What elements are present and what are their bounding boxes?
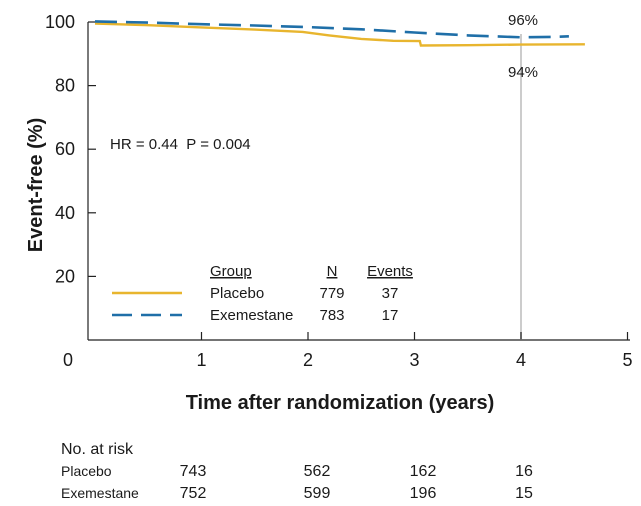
x-tick-label: 0 <box>63 350 73 370</box>
at-risk-value: 16 <box>515 463 533 480</box>
x-axis-label: Time after randomization (years) <box>186 392 495 414</box>
y-ticks: 20 40 60 80 100 <box>45 12 96 286</box>
x-tick-label: 4 <box>516 350 526 370</box>
at-risk-values: 743 562 162 16 752 599 196 15 <box>180 463 533 502</box>
at-risk-value: 599 <box>304 485 331 502</box>
legend-label-exemestane: Exemestane <box>210 307 293 324</box>
legend-label-placebo: Placebo <box>210 285 264 302</box>
y-tick-label: 60 <box>55 139 75 159</box>
at-risk-value: 752 <box>180 485 207 502</box>
hazard-ratio-text: HR = 0.44 P = 0.004 <box>110 136 251 153</box>
legend-n-exemestane: 783 <box>319 307 344 324</box>
exemestane-curve <box>94 20 569 39</box>
y-tick-label: 80 <box>55 76 75 96</box>
x-tick-label: 5 <box>622 350 632 370</box>
legend-header-group: Group <box>210 263 252 280</box>
legend-header-n: N <box>327 263 338 280</box>
legend-n-placebo: 779 <box>319 285 344 302</box>
at-risk-value: 162 <box>410 463 437 480</box>
x-tick-label: 3 <box>409 350 419 370</box>
legend-events-placebo: 37 <box>382 285 399 302</box>
legend-header-events: Events <box>367 263 413 280</box>
at-risk-value: 196 <box>410 485 437 502</box>
y-tick-label: 40 <box>55 203 75 223</box>
legend: Group N Events Placebo 779 37 Exemestane… <box>112 263 413 324</box>
at-risk-label-exemestane: Exemestane <box>61 485 139 501</box>
at-risk-value: 562 <box>304 463 331 480</box>
x-tick-label: 1 <box>196 350 206 370</box>
placebo-curve <box>94 22 585 47</box>
y-tick-label: 100 <box>45 12 75 32</box>
placebo-end-label: 94% <box>508 64 538 81</box>
at-risk-table: No. at risk Placebo Exemestane 743 562 162… <box>61 441 533 502</box>
legend-events-exemestane: 17 <box>382 307 399 324</box>
at-risk-value: 15 <box>515 485 533 502</box>
at-risk-title: No. at risk <box>61 441 134 458</box>
x-tick-label: 2 <box>303 350 313 370</box>
y-tick-label: 20 <box>55 266 75 286</box>
exemestane-end-label: 96% <box>508 12 538 29</box>
at-risk-label-placebo: Placebo <box>61 463 112 479</box>
at-risk-value: 743 <box>180 463 207 480</box>
x-ticks: 0 1 2 3 4 5 <box>63 332 633 370</box>
y-axis-label: Event-free (%) <box>25 118 47 252</box>
